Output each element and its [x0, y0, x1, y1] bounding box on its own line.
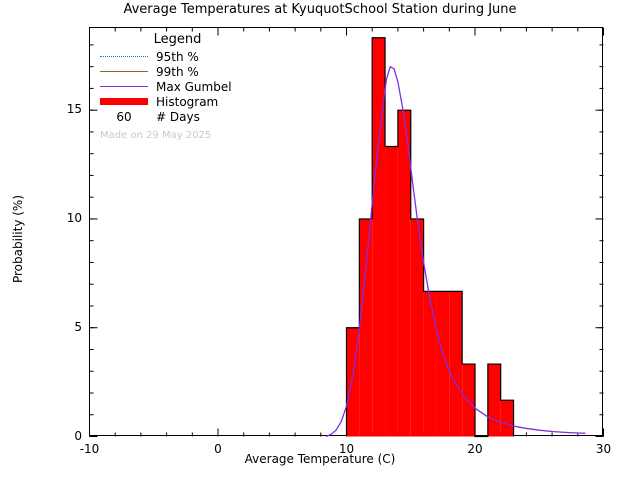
y-tick-label: 10	[66, 210, 82, 225]
y-axis-label: Probability (%)	[11, 195, 25, 284]
legend-solid-line-icon	[100, 65, 148, 79]
legend-count-value: 60	[100, 110, 148, 124]
legend-item-label: # Days	[156, 109, 200, 124]
x-tick-label: 20	[467, 442, 483, 456]
legend-item: 95th %	[100, 49, 280, 64]
legend-bar-swatch	[100, 97, 148, 105]
legend-items: 95th % 99th % Max Gumbel Histogram 60 # Days	[100, 49, 280, 124]
legend-item: Max Gumbel	[100, 79, 280, 94]
legend-title: Legend	[153, 32, 202, 47]
legend-count-text: 60	[116, 109, 132, 124]
legend-item: 99th %	[100, 64, 280, 79]
x-tick-label: 30	[595, 442, 612, 456]
x-tick-label: 10	[338, 442, 355, 456]
page-title: Average Temperatures at KyuquotSchool St…	[123, 2, 517, 17]
legend-solid-line-icon	[100, 80, 148, 94]
y-tick-label: 15	[66, 102, 82, 117]
made-on-watermark: Made on 29 May 2025	[100, 130, 212, 141]
legend-item: 60 # Days	[100, 109, 280, 124]
legend-item-label: Histogram	[156, 94, 219, 109]
legend-swatch-icon	[100, 95, 148, 109]
legend-item-label: 99th %	[156, 64, 199, 79]
x-tick-label: 0	[214, 442, 222, 456]
legend-dotted-line-icon	[100, 50, 148, 64]
legend-line-swatch	[100, 85, 148, 87]
legend-item: Histogram	[100, 94, 280, 109]
y-tick-label: 5	[74, 319, 82, 334]
legend: Legend 95th % 99th % Max Gumbel Histogram 60…	[100, 32, 280, 124]
legend-item-label: Max Gumbel	[156, 79, 232, 94]
legend-line-swatch	[100, 55, 148, 57]
legend-line-swatch	[100, 70, 148, 72]
legend-item-label: 95th %	[156, 49, 199, 64]
x-tick-label: -10	[79, 442, 100, 456]
y-tick-label: 0	[74, 428, 82, 443]
x-axis-label: Average Temperature (C)	[244, 452, 396, 466]
